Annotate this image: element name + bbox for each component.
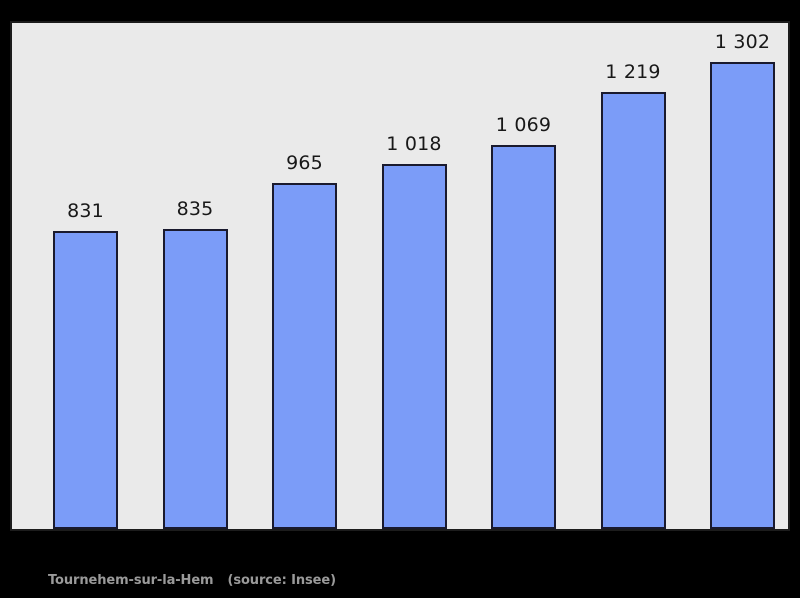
bar (710, 61, 775, 529)
chart-caption: Tournehem-sur-la-Hem (source: Insee) (48, 573, 336, 588)
bar-value-label: 1 219 (605, 60, 661, 83)
bar (162, 229, 228, 529)
bar-value-label: 1 069 (495, 114, 552, 137)
bar-group: 1 219 (600, 62, 666, 529)
bar-value-label: 1 302 (714, 30, 771, 53)
bar-group: 1 302 (710, 32, 775, 529)
bar (272, 182, 337, 529)
plot-area: 831 835 965 1 018 1 069 1 219 1 302 (10, 21, 790, 531)
bar (381, 163, 447, 529)
bar-group: 1 018 (381, 134, 447, 529)
bar-value-label: 835 (176, 198, 214, 221)
bar-group: 835 (162, 200, 228, 529)
bar-group: 831 (53, 201, 118, 529)
bar-value-label: 1 018 (386, 132, 442, 155)
caption-source-label: (source: Insee) (227, 573, 337, 588)
bar-group: 1 069 (491, 116, 556, 529)
bars-layer: 831 835 965 1 018 1 069 1 219 1 302 (12, 23, 788, 529)
bar-group: 965 (272, 153, 337, 529)
bar-value-label: 965 (286, 151, 323, 174)
bar (600, 91, 666, 529)
bar (491, 145, 556, 529)
bar-value-label: 831 (67, 199, 104, 222)
caption-place-label: Tournehem-sur-la-Hem (48, 573, 214, 588)
bar (53, 230, 118, 529)
